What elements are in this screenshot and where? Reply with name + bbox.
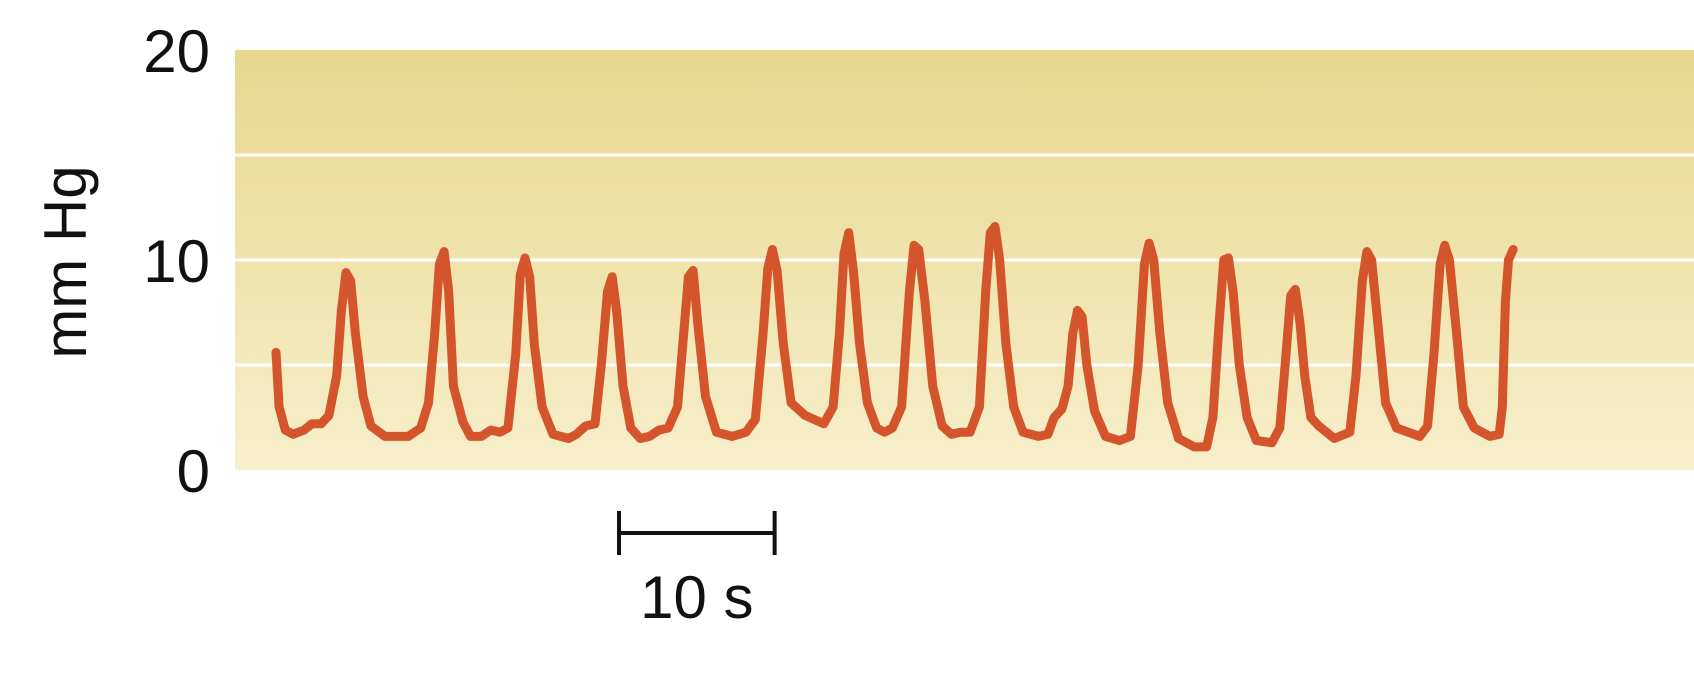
pressure-trace-line: [271, 221, 1518, 452]
scale-bar-label: 10 s: [640, 564, 753, 631]
y-tick-label-0: 0: [177, 438, 210, 505]
y-tick-label-20: 20: [143, 18, 210, 85]
y-axis-label: mm Hg: [32, 165, 99, 358]
y-tick-labels: 0 10 20: [143, 18, 210, 505]
y-tick-label-10: 10: [143, 228, 210, 295]
time-scale-bar: 10 s: [617, 511, 777, 631]
